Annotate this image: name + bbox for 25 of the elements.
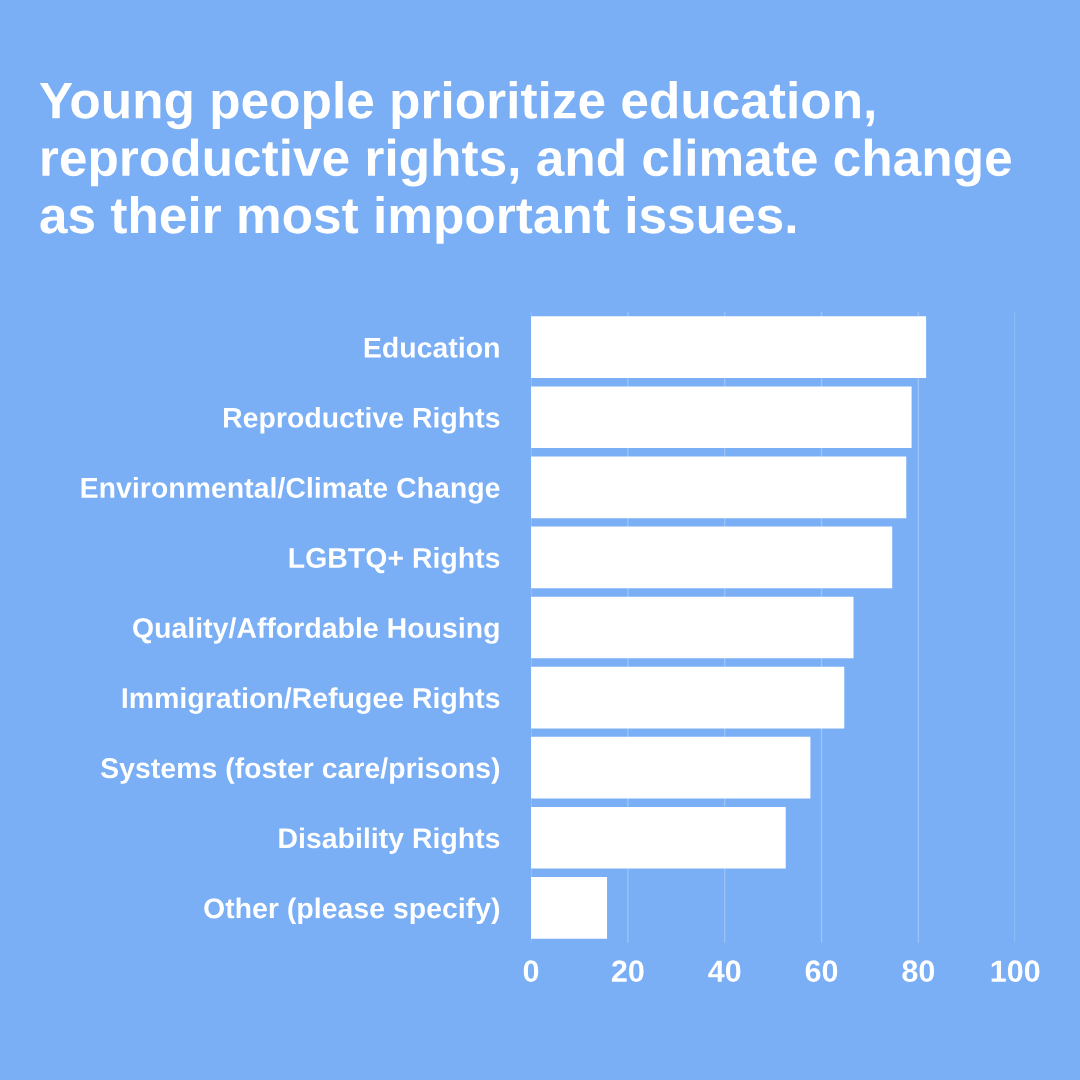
y-tick-label: Disability Rights	[279, 827, 500, 855]
bar	[531, 736, 811, 799]
bar	[531, 876, 608, 939]
x-tick-label: 40	[708, 960, 741, 982]
bar	[531, 526, 893, 589]
bar	[531, 456, 907, 519]
x-tick-label: 80	[902, 960, 935, 982]
bar	[531, 666, 845, 729]
x-tick-label: 60	[805, 960, 838, 982]
y-tick-label: Reproductive Rights	[223, 406, 500, 434]
y-tick-label: Other (please specify)	[204, 897, 500, 925]
bar	[531, 316, 927, 378]
y-tick-label: Environmental/Climate Change	[81, 477, 500, 504]
x-tick-label: 0	[523, 960, 539, 982]
y-tick-label: Immigration/Refugee Rights	[122, 687, 500, 714]
bar	[531, 386, 912, 449]
y-tick-label: Quality/Affordable Housing	[133, 617, 499, 644]
chart-title: Young people prioritize education, reproductive rights, and climate change as their most important issues.	[39, 81, 1011, 244]
y-tick-label: LGBTQ+ Rights	[289, 547, 500, 574]
x-tick-label: 100	[991, 960, 1040, 982]
y-tick-label: Education	[364, 336, 499, 358]
bar	[531, 806, 786, 869]
y-tick-label: Systems (foster care/prisons)	[100, 757, 500, 784]
bar	[531, 596, 854, 659]
x-tick-label: 20	[611, 960, 644, 982]
